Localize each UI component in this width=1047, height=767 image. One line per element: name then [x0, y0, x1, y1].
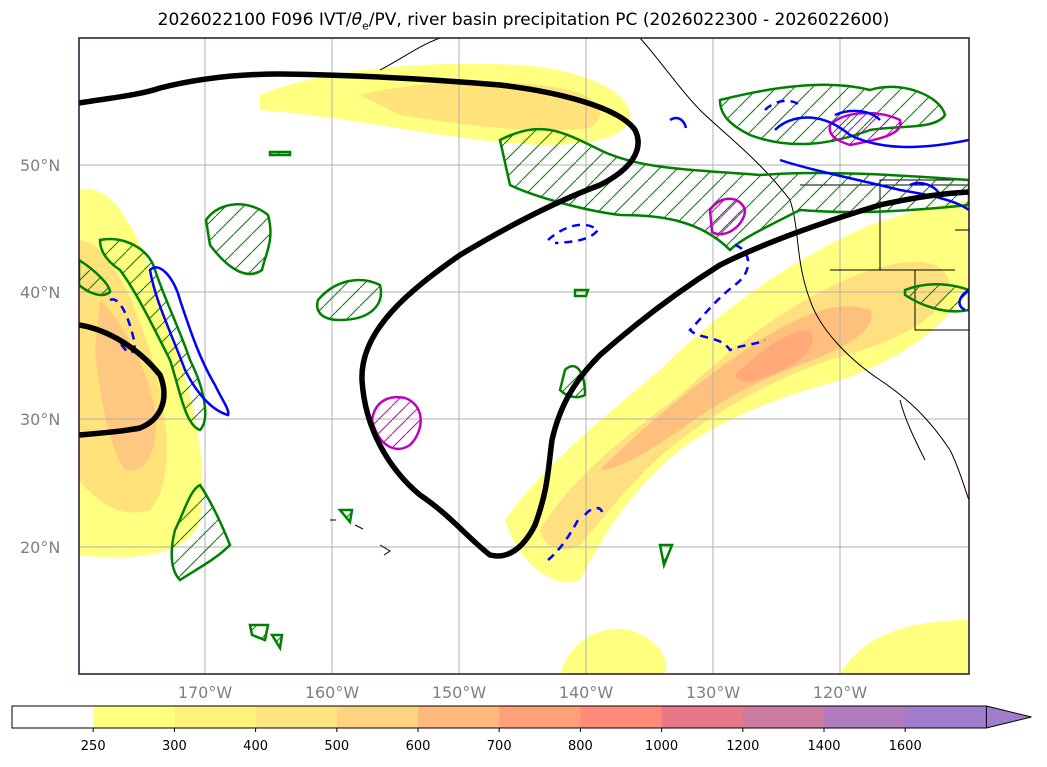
colorbar-segment: [418, 706, 500, 728]
colorbar-segment: [661, 706, 744, 728]
lon-label: 130°W: [686, 683, 741, 702]
colorbar-tick-label: 700: [487, 739, 512, 754]
colorbar-tick-label: 800: [568, 739, 593, 754]
longitude-labels: 170°W 160°W 150°W 140°W 130°W 120°W: [178, 683, 868, 702]
ivt-south-mid: [560, 629, 667, 674]
lon-label: 120°W: [813, 683, 868, 702]
pv-magenta-contours: [370, 111, 902, 451]
colorbar-tick-label: 250: [81, 739, 106, 754]
lon-label: 150°W: [432, 683, 487, 702]
colorbar-tick-label: 1600: [889, 739, 922, 754]
lat-label: 30°N: [20, 410, 60, 429]
colorbar-tick-label: 600: [406, 739, 431, 754]
colorbar-segment: [12, 706, 94, 728]
colorbar-segment: [499, 706, 581, 728]
lat-label: 50°N: [20, 156, 60, 175]
colorbar-segment: [742, 706, 825, 728]
colorbar-segment: [905, 706, 987, 728]
lon-label: 140°W: [559, 683, 614, 702]
colorbar-tick-label: 1000: [645, 739, 678, 754]
colorbar-segment: [255, 706, 338, 728]
ivt-ar-peak: [735, 330, 813, 382]
lon-label: 170°W: [178, 683, 233, 702]
ivt-shading: [79, 63, 969, 674]
colorbar-tick-label: 500: [324, 739, 349, 754]
latitude-labels: 50°N 40°N 30°N 20°N: [20, 156, 60, 557]
colorbar-segment: [824, 706, 906, 728]
colorbar-extend-arrow: [985, 705, 1032, 729]
lon-label: 160°W: [305, 683, 360, 702]
colorbar-tick-label: 1200: [726, 739, 759, 754]
colorbar-tick-label: 1400: [807, 739, 840, 754]
ivt-south-east: [840, 620, 969, 674]
colorbar-tick-label: 400: [243, 739, 268, 754]
pv-blue-contours: [109, 99, 969, 561]
map-area: [79, 38, 969, 674]
lat-label: 40°N: [20, 283, 60, 302]
theta-e-contour: [79, 71, 969, 559]
map-title: 2026022100 F096 IVT/θe/PV, river basin p…: [157, 10, 890, 33]
colorbar-segment: [93, 706, 175, 728]
ivt-band-north-inner: [360, 81, 600, 131]
colorbar-tick-label: 300: [162, 739, 187, 754]
colorbar-segment: [174, 706, 257, 728]
map-frame: [78, 37, 970, 675]
colorbar-segment: [580, 706, 663, 728]
lat-label: 20°N: [20, 538, 60, 557]
colorbar: 250 300 400 500 600 700 800 1000 1200 1400 1600: [11, 705, 1032, 754]
colorbar-segment: [336, 706, 419, 728]
